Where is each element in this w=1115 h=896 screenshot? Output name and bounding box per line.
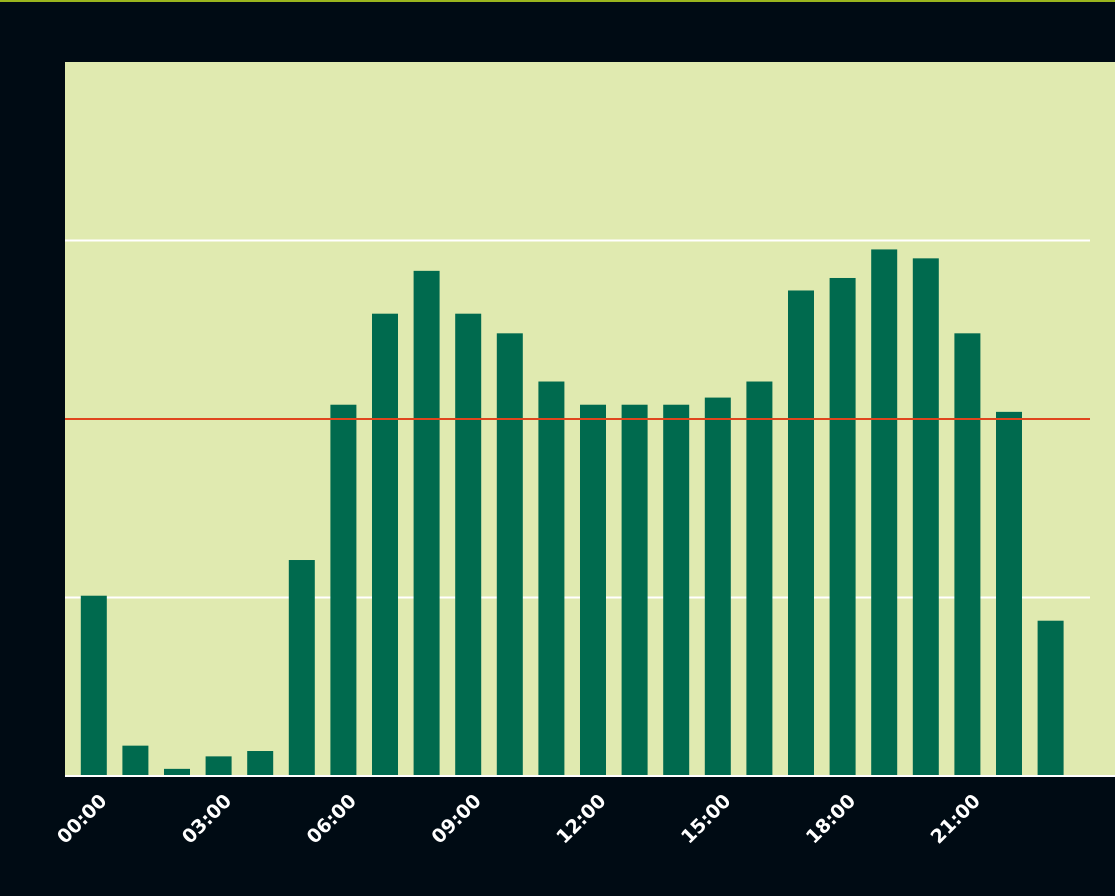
bar — [621, 404, 648, 776]
bar — [247, 751, 274, 776]
bar — [746, 381, 773, 776]
bar — [122, 745, 149, 776]
bar — [372, 313, 398, 776]
bar — [788, 290, 814, 776]
bar — [663, 404, 690, 776]
bar — [164, 768, 190, 776]
bar — [996, 411, 1022, 776]
bar — [413, 270, 440, 776]
bar — [80, 595, 107, 776]
bar — [1037, 620, 1064, 776]
bar — [954, 333, 981, 776]
bar — [538, 381, 565, 776]
bar — [330, 404, 357, 776]
bar — [829, 277, 856, 776]
bar — [704, 397, 731, 776]
bar — [496, 333, 523, 776]
bar — [455, 313, 482, 776]
bar — [871, 249, 898, 777]
bar — [912, 258, 939, 777]
bar — [205, 756, 232, 776]
bar — [288, 560, 315, 776]
bar — [580, 404, 606, 776]
